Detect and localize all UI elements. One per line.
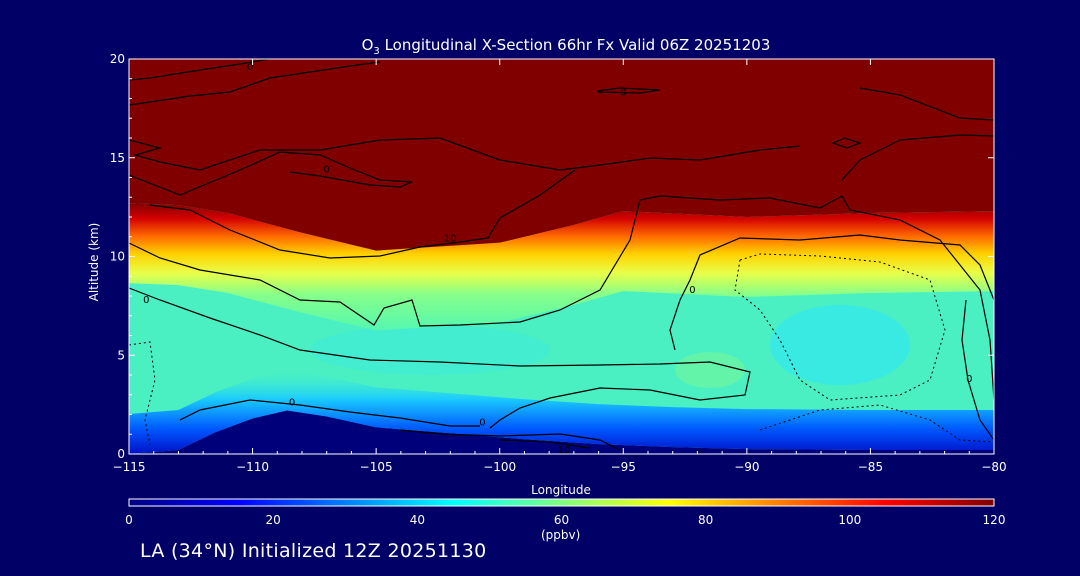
contour-line [179,399,480,427]
contour-line [961,299,994,441]
colorbar-ticks: 0 20 40 60 80 100 120 [125,513,1005,527]
x-tick-label: −110 [236,460,269,474]
contour-label: 10 [558,445,571,456]
contour-line [831,137,862,149]
x-tick-label: −85 [858,460,883,474]
contour-label: 0 [966,374,972,385]
contour-line [669,234,994,351]
tropopause-transition-layer [129,203,994,331]
higher-ozone-patch [675,352,745,388]
contour-line [596,87,661,94]
terrain [129,410,994,454]
contour-line [841,134,994,181]
x-tick-label: −105 [360,460,393,474]
contour-line [129,195,994,401]
contour-label: 0 [143,295,149,306]
contour-line [734,253,946,401]
colorbar-tick-label: 0 [125,513,133,527]
contour-label: 0 [479,417,485,428]
x-tick-label: −115 [113,460,146,474]
colorbar-tick-label: 60 [554,513,569,527]
colorbar-tick-label: 20 [266,513,281,527]
y-tick-label: 15 [110,151,125,165]
contour-line [129,59,273,81]
low-ozone-pocket-west [310,325,550,375]
contour-label: 0 [324,165,330,176]
colorbar-tick-label: 120 [983,513,1006,527]
colorbar [128,498,995,507]
contour-line [149,169,576,259]
colorbar-unit-label: (ppbv) [541,528,581,542]
contour-line [399,429,621,451]
contour-label: 10 [444,234,457,245]
colorbar-tick-label: 40 [410,513,425,527]
colorbar-tick-label: 100 [838,513,861,527]
contour-line [129,61,381,106]
y-axis-label: Altitude (km) [87,223,101,302]
contour-labels: 0 0 0 10 0 0 0 0 0 10 0 [143,62,972,460]
contour-line [859,87,994,121]
dashed-contour-lines [129,253,994,446]
contour-label: 0 [689,285,695,296]
x-tick-label: −100 [483,460,516,474]
contour-line [499,439,591,449]
y-tick-label: 0 [117,447,125,461]
low-ozone-pocket [770,305,910,385]
stratosphere-region [129,59,994,251]
contour-line [129,137,801,171]
contour-label: 0 [620,88,626,99]
contour-label: 0 [697,449,703,460]
initialization-footer: LA (34°N) Initialized 12Z 20251130 [140,540,487,562]
ozone-field: 0 0 0 10 0 0 0 0 0 10 0 [129,59,994,460]
contour-line [129,151,413,196]
x-tick-label: −80 [981,460,1006,474]
x-axis: −115 −110 −105 −100 −95 −90 −85 −80 [113,59,1007,474]
x-tick-label: −95 [611,460,636,474]
y-tick-label: 20 [110,52,125,66]
contour-label: 0 [247,62,253,73]
contour-lines [129,59,994,451]
x-axis-label: Longitude [531,483,591,497]
colorbar-tick-label: 80 [698,513,713,527]
y-axis: 0 5 10 15 20 [110,52,994,461]
y-tick-label: 5 [117,348,125,362]
contour-line [129,287,751,429]
chart-title: O3 Longitudinal X-Section 66hr Fx Valid … [362,36,771,57]
contour-label: 0 [289,398,295,409]
y-tick-label: 10 [110,250,125,264]
boundary-layer-region [129,370,994,454]
x-tick-label: −90 [734,460,759,474]
